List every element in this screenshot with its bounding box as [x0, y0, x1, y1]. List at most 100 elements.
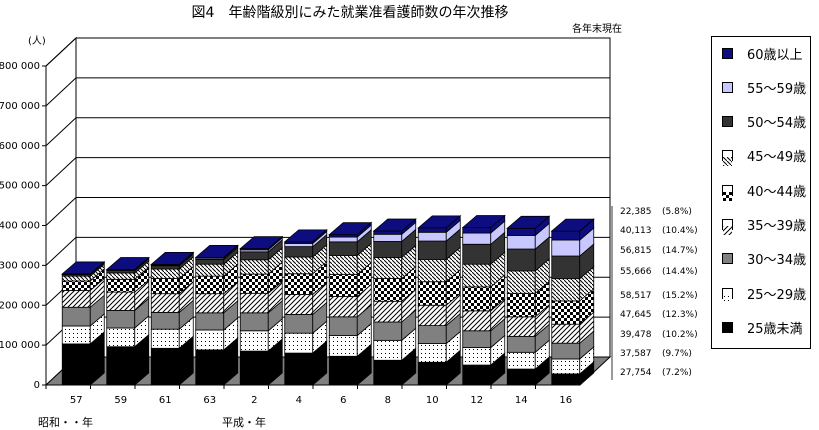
bar-segment: [462, 243, 492, 265]
bar-segment: [373, 241, 403, 258]
bar-segment: [284, 352, 314, 386]
bar-segment: [150, 328, 180, 349]
bar-segment: [462, 227, 492, 234]
data-label-value: 27,754: [620, 368, 652, 378]
bar-segment: [106, 278, 136, 293]
bar-top: [150, 251, 195, 265]
data-label-percent: (10.4%): [662, 226, 698, 236]
bar-segment: [195, 275, 225, 295]
bar-segment: [195, 293, 225, 314]
gridline-diagonal: [45, 37, 77, 67]
y-tick-label: 200 000: [0, 300, 40, 311]
legend-swatch: [722, 150, 733, 167]
bar-segment: [284, 273, 314, 295]
era-label-heisei: 平成・年: [222, 416, 266, 429]
bar-segment: [551, 230, 581, 241]
bar-segment: [239, 312, 269, 332]
bar-segment: [61, 306, 91, 327]
bar-segment: [284, 256, 314, 275]
bar-segment: [328, 355, 358, 386]
bar-segment: [61, 280, 91, 291]
data-label-percent: (14.7%): [662, 246, 698, 256]
data-label-value: 22,385: [620, 207, 652, 217]
bar-segment: [417, 304, 447, 326]
bar-segment: [462, 263, 492, 288]
legend-swatch: [722, 219, 733, 235]
gridline-diagonal: [45, 157, 77, 186]
x-tick-label: 16: [559, 395, 572, 406]
gridline-diagonal: [45, 197, 77, 226]
bar-segment: [417, 343, 447, 363]
bar-segment: [150, 265, 180, 270]
legend-swatch: [722, 47, 733, 59]
legend-label: 35～39歳: [747, 219, 807, 234]
x-tick-label: 2: [251, 395, 257, 406]
bar-segment: [373, 321, 403, 341]
bar-segment: [239, 273, 269, 294]
bar-segment: [373, 278, 403, 302]
data-label-value: 40,113: [620, 226, 652, 236]
bar-segment: [239, 350, 269, 386]
chart-title: 図4 年齢階級別にみた就業准看護師数の年次推移: [191, 5, 509, 21]
bar-segment: [106, 327, 136, 348]
bar-top: [506, 215, 551, 229]
legend-item: 40～44歳: [722, 182, 807, 201]
bar-segment: [195, 263, 225, 277]
bar-segment: [551, 358, 581, 375]
bar-top: [194, 244, 239, 258]
bar-segment: [150, 293, 180, 313]
legend-label: 40～44歳: [747, 184, 807, 200]
x-tick-label: 61: [159, 395, 172, 406]
legend-item: 50～54歳: [722, 114, 806, 131]
bar-segment: [373, 300, 403, 323]
bar-segment: [462, 347, 492, 366]
legend-swatch: [722, 116, 733, 128]
y-tick-label: 100 000: [0, 340, 40, 351]
bar-segment: [284, 314, 314, 334]
bar-segment: [284, 243, 314, 248]
gridline-diagonal: [45, 237, 77, 266]
x-tick-label: 10: [426, 395, 439, 406]
bar-segment: [417, 325, 447, 344]
bar-segment: [61, 343, 91, 386]
legend-item: 30～34歳: [722, 251, 807, 269]
legend-label: 25～29歳: [747, 287, 807, 303]
data-label-value: 56,815: [620, 246, 652, 256]
bar-top: [105, 257, 150, 270]
legend-swatch: [722, 253, 733, 265]
legend-swatch: [722, 287, 733, 304]
bar-segment: [551, 239, 581, 257]
legend-label: 30～34歳: [747, 253, 807, 269]
bar-top: [372, 218, 417, 232]
data-label-percent: (9.7%): [662, 349, 692, 359]
x-tick-label: 4: [296, 395, 302, 406]
bar-segment: [551, 323, 581, 344]
bar-segment: [462, 330, 492, 348]
y-tick-label: 0: [34, 380, 40, 391]
bar-segment: [373, 230, 403, 235]
bar-top: [61, 261, 106, 275]
gridline-diagonal: [45, 117, 77, 147]
legend-item: 25歳未満: [722, 319, 803, 337]
legend-label: 25歳未満: [747, 321, 803, 337]
bar-segment: [506, 235, 536, 250]
era-label-showa: 昭和・・年: [38, 416, 93, 429]
legend-swatch: [722, 81, 733, 93]
bar-segment: [328, 316, 358, 336]
stand-date-note: 各年末現在: [572, 24, 622, 35]
data-label-value: 47,645: [620, 310, 652, 320]
x-tick-label: 6: [340, 395, 346, 406]
y-tick-label: 700 000: [0, 101, 40, 112]
legend-item: 25～29歳: [722, 285, 807, 304]
data-label-percent: (12.3%): [662, 310, 698, 320]
bar-segment: [417, 227, 447, 233]
bar-segment: [195, 349, 225, 386]
bar-segment: [195, 312, 225, 331]
bar-segment: [61, 275, 91, 282]
bar-segment: [373, 233, 403, 242]
bar-segment: [239, 259, 269, 275]
data-label-percent: (5.8%): [662, 207, 692, 217]
bar-segment: [462, 364, 492, 386]
bar-segment: [239, 330, 269, 352]
x-tick-label: 14: [515, 395, 528, 406]
